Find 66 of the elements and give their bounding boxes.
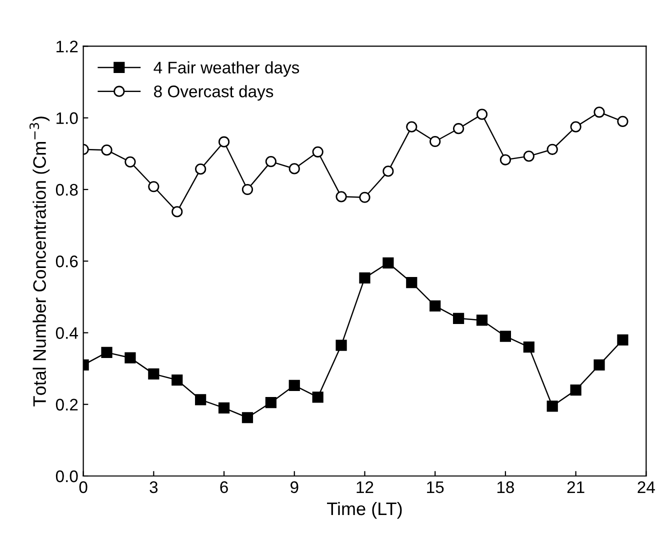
x-tick-label: 24 <box>638 481 655 493</box>
point <box>242 184 254 196</box>
point <box>452 312 464 324</box>
point <box>452 123 464 134</box>
y-tick-label: 0.6 <box>56 256 78 268</box>
point <box>172 206 183 218</box>
point <box>594 106 605 118</box>
point <box>124 156 136 168</box>
point <box>594 359 605 371</box>
point <box>101 144 112 156</box>
y-axis-title: Total Number Concentration (Cm$^{−3}$) <box>30 116 50 406</box>
point <box>265 156 276 168</box>
point <box>382 257 394 268</box>
point <box>312 392 324 403</box>
point <box>359 192 370 203</box>
x-tick-label: 3 <box>150 481 158 494</box>
point <box>500 154 512 166</box>
point <box>124 352 136 364</box>
point <box>148 181 160 192</box>
point <box>101 346 112 358</box>
point <box>218 402 230 414</box>
x-tick-label: 18 <box>497 481 514 494</box>
point <box>406 121 418 132</box>
point <box>617 116 628 128</box>
legend-label: 4 Fair weather days <box>154 61 300 77</box>
point <box>359 272 370 284</box>
point <box>523 342 534 353</box>
point <box>546 400 558 412</box>
point <box>195 164 206 175</box>
y-tick-label: 1.0 <box>56 112 78 124</box>
point <box>288 380 300 391</box>
point <box>382 166 394 177</box>
y-tick-label: 0.0 <box>56 470 78 482</box>
point <box>430 300 441 312</box>
y-tick-label: 0.8 <box>56 184 78 196</box>
x-axis-title: Time (LT) <box>327 502 402 519</box>
point <box>195 394 206 406</box>
point <box>288 163 300 174</box>
y-tick-label: 0.4 <box>56 327 78 339</box>
point <box>218 136 230 148</box>
point <box>546 144 558 155</box>
point <box>430 136 441 148</box>
x-tick-label: 21 <box>567 481 584 493</box>
point <box>406 277 418 288</box>
point <box>336 191 347 202</box>
x-tick-label: 12 <box>356 481 374 493</box>
legend-label: 8 Overcast days <box>154 85 274 101</box>
point <box>242 412 254 424</box>
x-tick-label: 0 <box>79 481 88 494</box>
point <box>148 368 160 380</box>
point <box>312 146 324 158</box>
point <box>570 121 582 132</box>
point <box>570 384 582 396</box>
y-tick-label: 0.2 <box>56 398 78 411</box>
y-tick-label: 1.2 <box>56 40 78 52</box>
point <box>265 397 276 408</box>
point <box>336 340 347 351</box>
point <box>523 150 534 162</box>
x-tick-label: 9 <box>290 481 298 494</box>
x-tick-label: 6 <box>220 481 228 494</box>
point <box>500 330 512 342</box>
x-tick-label: 15 <box>427 481 444 494</box>
point <box>172 374 183 386</box>
point <box>617 334 628 346</box>
point <box>476 108 488 120</box>
point <box>476 314 488 326</box>
